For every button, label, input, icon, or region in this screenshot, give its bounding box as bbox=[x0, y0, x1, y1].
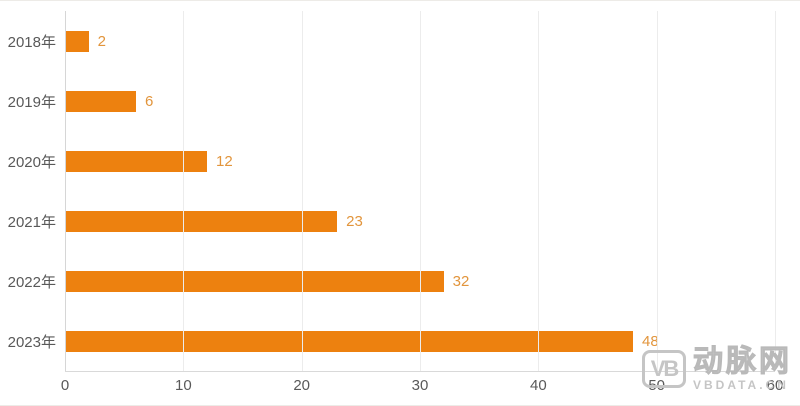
gridline bbox=[538, 11, 540, 371]
category-label: 2023年 bbox=[7, 333, 56, 351]
bar bbox=[65, 90, 136, 112]
x-tick-label: 30 bbox=[411, 377, 429, 394]
bar bbox=[65, 30, 89, 52]
bar-row: 2019年 6 bbox=[8, 71, 775, 131]
watermark-text: 动脉网 VBDATA.CN bbox=[693, 345, 792, 392]
bar-row: 2021年 23 bbox=[8, 191, 775, 251]
value-label: 32 bbox=[452, 272, 470, 290]
watermark-brand-url: VBDATA.CN bbox=[693, 378, 789, 392]
bar bbox=[65, 270, 444, 292]
watermark-brand-name: 动脉网 bbox=[693, 345, 792, 378]
vbdata-logo-icon: VB bbox=[642, 350, 686, 388]
bar-rows: 2018年 2 2019年 6 2020年 12 2021年 23 2022年 32 2023年 48 bbox=[8, 11, 775, 371]
value-label: 2 bbox=[97, 32, 106, 50]
bar-row: 2020年 12 bbox=[8, 131, 775, 191]
x-axis: 0 10 20 30 40 50 60 bbox=[61, 377, 784, 397]
category-label: 2019年 bbox=[7, 93, 56, 111]
category-label: 2021年 bbox=[7, 213, 56, 231]
x-tick-label: 10 bbox=[174, 377, 192, 394]
gridline bbox=[183, 11, 185, 371]
gridline bbox=[420, 11, 421, 371]
vbdata-logo-text: VB bbox=[650, 356, 680, 381]
gridline bbox=[775, 11, 776, 371]
plot-area: 2018年 2 2019年 6 2020年 12 2021年 23 2022年 32 2023年 48 bbox=[8, 11, 776, 372]
bar bbox=[65, 150, 207, 172]
bar bbox=[65, 210, 338, 232]
gridline bbox=[301, 11, 303, 371]
category-label: 2020年 bbox=[7, 153, 56, 171]
x-tick-label: 0 bbox=[60, 377, 70, 394]
x-tick-label: 40 bbox=[529, 377, 547, 394]
bar-row: 2022年 32 bbox=[8, 251, 775, 311]
x-tick-label: 60 bbox=[766, 377, 784, 394]
value-label: 48 bbox=[642, 332, 659, 350]
bar bbox=[65, 330, 633, 352]
x-tick-label: 20 bbox=[293, 377, 310, 394]
bar-row: 2023年 48 bbox=[8, 311, 775, 371]
bar-row: 2018年 2 bbox=[8, 11, 775, 71]
y-axis-line bbox=[65, 11, 66, 371]
category-label: 2018年 bbox=[7, 33, 56, 51]
value-label: 6 bbox=[145, 92, 154, 110]
value-label: 23 bbox=[346, 212, 363, 230]
watermark: VB 动脉网 VBDATA.CN bbox=[642, 345, 792, 392]
category-label: 2022年 bbox=[7, 273, 56, 291]
gridline bbox=[656, 11, 658, 371]
value-label: 12 bbox=[216, 152, 233, 170]
